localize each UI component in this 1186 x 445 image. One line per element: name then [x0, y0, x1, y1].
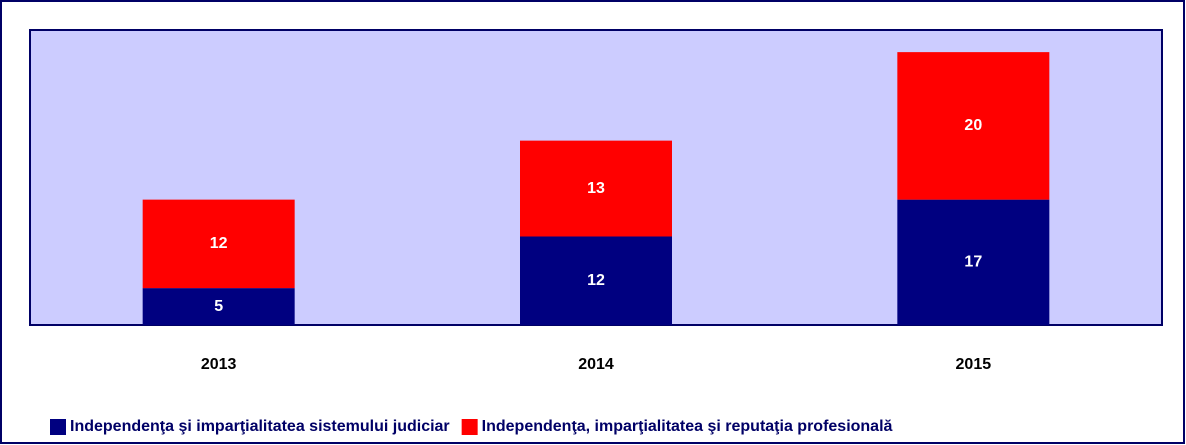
legend-swatch [50, 419, 66, 435]
bar-segment [142, 288, 295, 325]
legend-swatch [461, 419, 478, 435]
bar-segment [142, 199, 295, 289]
data-label: 13 [587, 180, 605, 197]
bar-segment [520, 140, 672, 237]
x-tick-label: 2013 [201, 356, 237, 373]
bar-segment [897, 52, 1050, 200]
data-label: 20 [964, 117, 982, 134]
bar-segment [520, 236, 672, 325]
data-label: 5 [214, 298, 223, 315]
data-label: 17 [964, 254, 982, 271]
legend-label: Independenţa şi imparţialitatea sistemul… [70, 418, 450, 435]
legend-label: Independenţa, imparţialitatea şi reputaţ… [482, 418, 893, 435]
data-label: 12 [587, 272, 605, 289]
data-label: 12 [210, 235, 228, 252]
x-tick-label: 2014 [578, 356, 614, 373]
bar-segment [897, 199, 1050, 325]
x-tick-label: 2015 [956, 356, 992, 373]
